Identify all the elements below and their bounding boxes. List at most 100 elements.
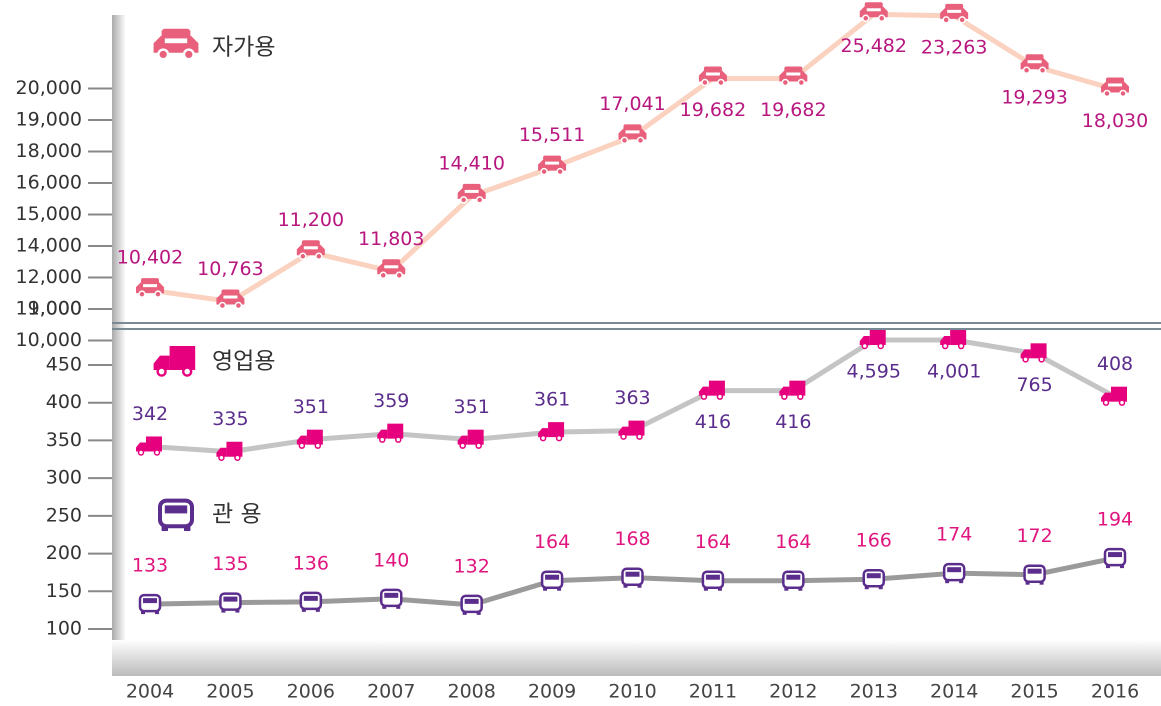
van-wheel: [161, 526, 168, 531]
marker-truck: [538, 422, 565, 442]
value-label: 11,200: [278, 209, 344, 231]
legend-icon: [153, 346, 196, 377]
truck-cab: [457, 435, 468, 445]
marker-van: [701, 570, 725, 591]
truck-cab: [216, 447, 227, 457]
marker-truck: [779, 380, 806, 400]
value-label: 15,511: [519, 124, 585, 146]
truck-wheel: [395, 436, 402, 443]
truck-box: [789, 380, 806, 396]
car-roof: [1025, 54, 1044, 60]
van-wheel: [462, 611, 467, 615]
value-label: 132: [454, 555, 490, 577]
marker-truck: [216, 441, 243, 461]
x-tick-label: 2006: [287, 681, 335, 703]
car-window: [786, 72, 801, 76]
truck-wheel: [218, 454, 225, 461]
car-roof: [161, 28, 191, 37]
van-wheel: [623, 584, 628, 588]
car-wheel: [942, 16, 950, 24]
value-label: 19,293: [1001, 87, 1067, 109]
marker-car: [618, 124, 647, 145]
truck-cab: [618, 426, 629, 436]
car-roof: [462, 183, 481, 189]
marker-car: [940, 3, 969, 24]
marker-car: [1101, 77, 1129, 98]
truck-cab: [377, 429, 388, 439]
value-label: 342: [132, 403, 168, 425]
van-wheel: [798, 587, 803, 591]
value-label: 363: [614, 387, 650, 409]
x-tick-label: 2011: [689, 681, 737, 703]
y-tick-label: 300: [46, 467, 82, 489]
van-window: [303, 595, 318, 601]
truck-wheel: [379, 436, 386, 443]
value-label: 416: [695, 411, 731, 433]
van-wheel: [717, 587, 722, 591]
car-window: [866, 8, 881, 12]
marker-truck: [1101, 386, 1127, 406]
y-tick-label: 200: [46, 542, 82, 564]
y-tick-label: 15,000: [16, 203, 82, 225]
y-tick-label: 16,000: [16, 172, 82, 194]
car-wheel: [157, 48, 170, 61]
car-roof: [382, 259, 401, 265]
value-label: 17,041: [599, 93, 665, 115]
truck-wheel: [877, 342, 884, 350]
truck-box: [387, 423, 404, 439]
value-label: 416: [775, 411, 811, 433]
truck-wheel: [234, 454, 241, 461]
car-wheel: [797, 78, 806, 87]
truck-box: [306, 429, 323, 445]
truck-wheel: [475, 442, 482, 449]
value-label: 174: [936, 524, 972, 546]
marker-van: [621, 567, 644, 588]
x-tick-label: 2013: [850, 681, 898, 703]
car-wheel: [395, 271, 403, 280]
car-roof: [141, 278, 159, 284]
truck-wheel: [137, 449, 145, 456]
car-window: [625, 130, 640, 134]
car-wheel: [154, 290, 162, 298]
van-window: [866, 573, 881, 579]
y-tick-label: 150: [46, 580, 82, 602]
car-window: [384, 265, 399, 269]
car-window: [303, 246, 318, 250]
truck-cab: [698, 386, 709, 396]
x-tick-label: 2012: [769, 681, 817, 703]
truck-cab: [296, 435, 307, 445]
van-window: [384, 592, 399, 598]
value-label: 133: [132, 555, 168, 577]
truck-cab: [859, 336, 870, 346]
van-wheel: [878, 586, 883, 590]
truck-box: [146, 436, 162, 452]
value-label: 164: [534, 531, 570, 553]
value-label: 168: [614, 528, 650, 550]
value-label: 164: [695, 531, 731, 553]
marker-car: [698, 66, 727, 87]
truck-wheel: [781, 393, 788, 400]
y-tick-label: 12,000: [16, 266, 82, 288]
truck-cab: [136, 442, 146, 452]
y-tick-label: 11,000: [16, 298, 82, 320]
car-window: [1027, 60, 1042, 64]
truck-cab: [940, 336, 951, 346]
value-label: 4,001: [927, 361, 981, 383]
value-label: 10,402: [117, 247, 183, 269]
marker-car: [377, 259, 406, 280]
car-roof: [864, 2, 883, 8]
value-label: 335: [212, 408, 248, 430]
car-wheel: [234, 301, 243, 310]
marker-truck: [698, 380, 725, 400]
truck-wheel: [1118, 399, 1126, 406]
car-window: [545, 161, 560, 165]
car-wheel: [182, 48, 195, 61]
truck-wheel: [797, 393, 804, 400]
x-tick-label: 2008: [447, 681, 495, 703]
car-wheel: [620, 136, 629, 145]
car-roof: [623, 124, 642, 130]
y-tick-label: 350: [46, 429, 82, 451]
truck-box: [628, 420, 645, 436]
marker-car: [859, 2, 888, 23]
value-label: 765: [1016, 374, 1052, 396]
